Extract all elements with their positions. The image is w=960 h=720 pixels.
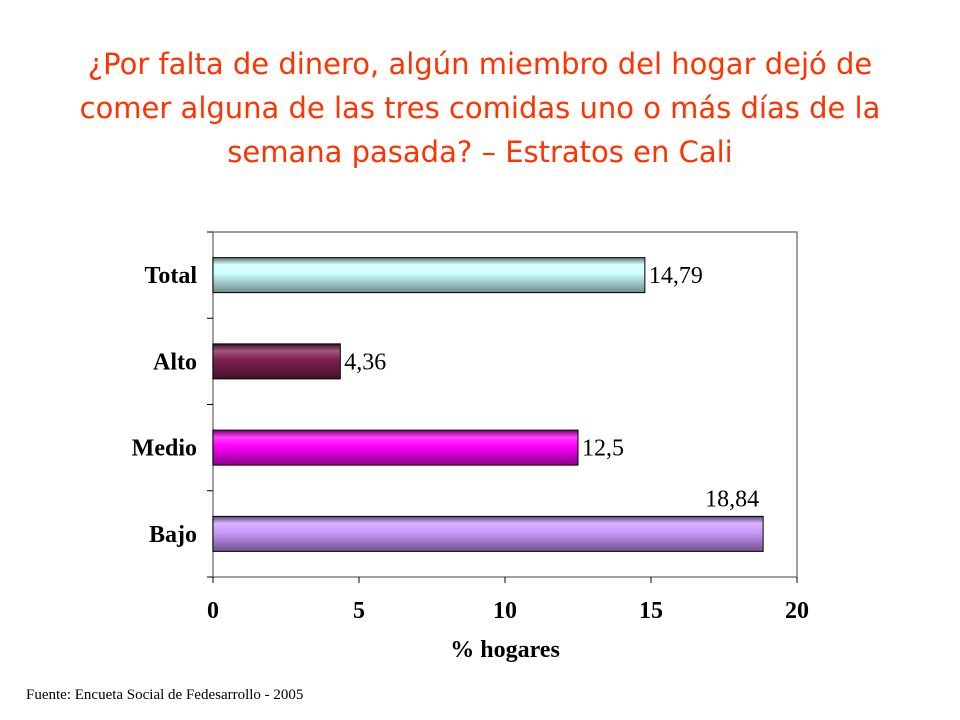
data-label: 4,36 bbox=[344, 349, 386, 375]
bar-bajo bbox=[212, 515, 764, 552]
chart-title-line-2: comer alguna de las tres comidas uno o m… bbox=[79, 91, 881, 125]
category-label-alto: Alto bbox=[153, 349, 197, 375]
bar-alto bbox=[212, 343, 341, 380]
x-tick-label: 0 bbox=[207, 598, 219, 624]
x-tick-label: 15 bbox=[639, 598, 663, 624]
category-label-medio: Medio bbox=[132, 436, 197, 462]
chart-title: ¿Por falta de dinero, algún miembro del … bbox=[0, 42, 960, 174]
data-label: 12,5 bbox=[582, 436, 624, 462]
bar-total bbox=[212, 257, 646, 294]
x-tick-label: 20 bbox=[785, 598, 809, 624]
x-tick-label: 10 bbox=[493, 598, 517, 624]
data-label: 14,79 bbox=[649, 263, 703, 289]
x-axis-title: % hogares bbox=[450, 637, 560, 663]
bar-medio bbox=[212, 429, 579, 466]
chart-title-line-1: ¿Por falta de dinero, algún miembro del … bbox=[87, 47, 873, 81]
chart-title-line-3: semana pasada? – Estratos en Cali bbox=[227, 135, 733, 169]
data-label: 18,84 bbox=[705, 486, 759, 512]
category-label-bajo: Bajo bbox=[149, 522, 197, 548]
source-note: Fuente: Encueta Social de Fedesarrollo -… bbox=[26, 687, 304, 703]
x-tick-label: 5 bbox=[353, 598, 365, 624]
category-label-total: Total bbox=[145, 263, 198, 289]
